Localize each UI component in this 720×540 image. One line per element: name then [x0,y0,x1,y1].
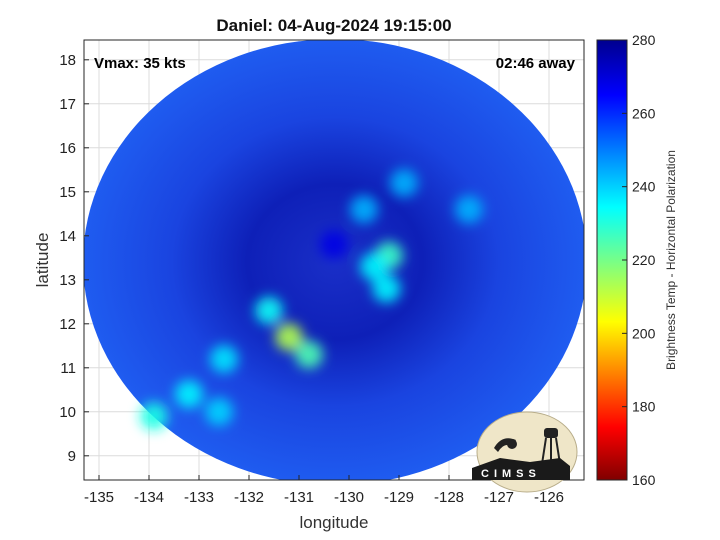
x-axis-ticks: -135 -134 -133 -132 -131 -130 -129 -128 -127 -126 [84,475,564,506]
x-tick-label: -127 [484,489,514,506]
x-tick-label: -135 [84,489,114,506]
brightness-temp-cell [175,380,203,409]
x-tick-label: -132 [234,489,264,506]
y-tick-label: 10 [59,404,76,421]
x-axis-label: longitude [299,513,368,532]
colorbar-tick-label: 180 [632,399,656,415]
logo-text: CIMSS [481,468,541,480]
vmax-annotation: Vmax: 35 kts [94,55,186,72]
dish-receiver [507,439,517,449]
colorbar-tick-label: 240 [632,179,656,195]
x-tick-label: -133 [184,489,214,506]
x-tick-label: -134 [134,489,164,506]
brightness-temp-cell [372,274,401,303]
y-tick-label: 17 [59,96,76,113]
brightness-temp-cell [255,296,283,325]
brightness-temp-cell [360,252,388,281]
brightness-temp-cell [350,195,378,224]
colorbar-tick-label: 160 [632,472,656,488]
chart-title: Daniel: 04-Aug-2024 19:15:00 [216,16,451,35]
y-tick-label: 16 [59,140,76,157]
colorbar-tick-label: 220 [632,252,656,268]
microwave-swath [84,40,584,480]
y-tick-label: 13 [59,272,76,289]
y-tick-label: 15 [59,184,76,201]
swath-features [140,169,483,431]
y-axis-label: latitude [33,233,52,288]
colorbar-tick-label: 280 [632,32,656,48]
brightness-temp-cell [210,345,238,373]
y-tick-label: 9 [68,448,76,465]
y-tick-label: 12 [59,316,76,333]
y-axis-ticks: 9 10 11 12 13 14 15 16 17 18 [59,52,89,465]
x-tick-label: -129 [384,489,414,506]
y-tick-label: 18 [59,52,76,69]
x-tick-label: -130 [334,489,364,506]
colorbar-ticks: 160 180 200 220 240 260 280 [622,32,656,488]
colorbar-label: Brightness Temp - Horizontal Polarizatio… [664,150,678,370]
y-tick-label: 14 [59,228,76,245]
time-away-annotation: 02:46 away [496,55,576,72]
x-tick-label: -128 [434,489,464,506]
water-tower-icon [544,428,558,438]
brightness-temp-cell [275,323,303,351]
brightness-temp-cell [320,230,348,259]
brightness-temp-cell [205,397,233,426]
x-tick-label: -126 [534,489,564,506]
brightness-temp-cell [295,340,323,369]
x-tick-label: -131 [284,489,314,506]
colorbar-tick-label: 200 [632,325,656,341]
y-tick-label: 11 [60,360,76,377]
brightness-temp-cell [140,402,168,431]
plot-frame [83,39,585,481]
cimss-logo: CIMSS [472,411,578,493]
swath-disc [84,40,584,480]
colorbar-tick-label: 260 [632,105,656,121]
brightness-temp-cell [455,195,483,224]
brightness-temp-cell [390,169,418,197]
logo-building [472,458,570,480]
